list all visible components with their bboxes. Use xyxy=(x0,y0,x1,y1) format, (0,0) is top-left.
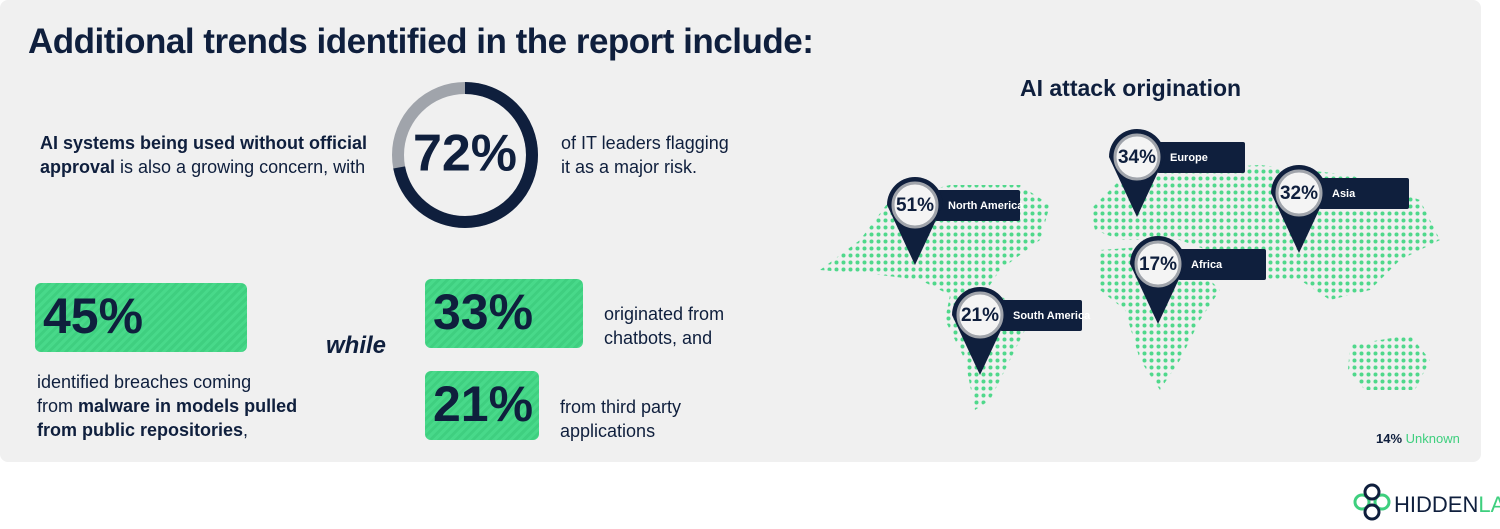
text-line: originated from xyxy=(604,304,725,324)
pin-face xyxy=(891,181,939,229)
text-line: from public repositories, xyxy=(37,418,297,442)
third-party-text: from third party applications xyxy=(560,395,681,443)
pin-value: 34% xyxy=(1118,147,1156,168)
text-segment: AI systems being used without official xyxy=(40,133,368,153)
pin-region: Europe xyxy=(1170,152,1208,164)
text-segment: approval xyxy=(40,157,116,177)
text-segment: from xyxy=(37,396,79,416)
concern-text: AI systems being used without official ap… xyxy=(40,131,367,179)
text-line: AI systems being used without official xyxy=(40,131,367,155)
text-segment: malware in models pulled xyxy=(78,396,298,416)
text-line: identified breaches coming xyxy=(37,370,297,394)
text-segment: from public repositories xyxy=(37,420,244,440)
text-line: applications xyxy=(560,421,656,441)
text-segment: , xyxy=(243,420,249,440)
pin-region: North America xyxy=(948,200,1024,212)
map-pin: Europe 34% xyxy=(1109,129,1245,217)
unknown-text: Unknown xyxy=(1405,431,1460,446)
stat-box: 21% xyxy=(425,371,539,440)
map-pin: Asia 32% xyxy=(1271,165,1409,253)
title: Additional trends identified in the repo… xyxy=(28,22,814,61)
ring-value xyxy=(392,82,538,228)
logo: HIDDENLAYER xyxy=(1353,483,1500,521)
text-line: of IT leaders flagging xyxy=(561,133,729,153)
pin-label-box xyxy=(1157,142,1245,173)
stat-text: of IT leaders flagging it as a major risk… xyxy=(561,131,729,179)
text-line: from third party xyxy=(560,397,682,417)
pin-face xyxy=(1113,133,1161,181)
chatbots-text: originated from chatbots, and xyxy=(604,302,724,350)
pin-label-box xyxy=(1000,300,1082,331)
stat-box: 33% xyxy=(425,279,583,348)
text-segment: is also a growing concern, with xyxy=(115,157,366,177)
pin-label-box xyxy=(935,190,1020,221)
logo-part: LAYER xyxy=(1478,492,1500,517)
map-pin: North America 51% xyxy=(887,177,1024,265)
pin-value: 51% xyxy=(896,195,934,216)
pin-region: Africa xyxy=(1191,259,1223,271)
pin-region: South America xyxy=(1013,310,1091,322)
pin-label-box xyxy=(1319,178,1409,209)
stat-box: 45% xyxy=(35,283,247,352)
pin-label-box xyxy=(1178,249,1266,280)
ring-label: 72% xyxy=(413,125,517,183)
text-line: from malware in models pulled xyxy=(37,394,297,418)
text-segment: identified breaches coming xyxy=(37,372,252,392)
unknown-note: 14% Unknown xyxy=(1376,431,1460,446)
map-title: AI attack origination xyxy=(1020,75,1242,101)
connector: while xyxy=(326,332,387,359)
pin-face xyxy=(956,291,1004,339)
text-line: approval is also a growing concern, with xyxy=(40,155,367,179)
breaches-text: identified breaches coming from malware i… xyxy=(37,370,297,442)
pin-value: 17% xyxy=(1139,254,1177,275)
map-pin: Africa 17% xyxy=(1130,236,1266,324)
logo-text: HIDDENLAYER xyxy=(1394,492,1500,517)
pin-value: 21% xyxy=(961,305,999,326)
pin-face xyxy=(1134,240,1182,288)
map-pin: South America 21% xyxy=(952,287,1091,375)
pin-region: Asia xyxy=(1332,188,1356,200)
unknown-value: 14% xyxy=(1376,431,1403,446)
text-line: chatbots, and xyxy=(604,328,713,348)
text-line: it as a major risk. xyxy=(561,157,698,177)
pin-value: 32% xyxy=(1280,183,1318,204)
logo-part: HIDDEN xyxy=(1394,492,1478,517)
pin-face xyxy=(1275,169,1323,217)
